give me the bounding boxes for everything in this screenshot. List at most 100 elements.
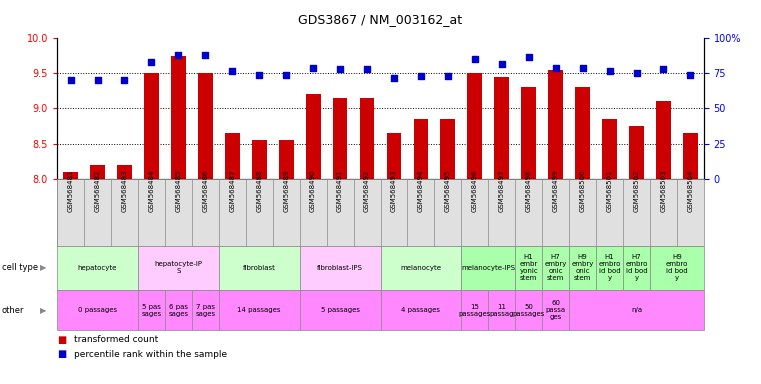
Text: ▶: ▶	[40, 306, 46, 314]
Bar	[144, 73, 159, 179]
Text: 4 passages: 4 passages	[402, 307, 441, 313]
Text: 60
passa
ges: 60 passa ges	[546, 300, 565, 320]
Bar	[441, 119, 455, 179]
Point	[307, 65, 319, 71]
Text: n/a: n/a	[631, 307, 642, 313]
Text: 14 passages: 14 passages	[237, 307, 281, 313]
Text: H9
embro
id bod
y: H9 embro id bod y	[666, 254, 688, 281]
Text: GSM568491: GSM568491	[337, 170, 343, 212]
Bar	[333, 98, 348, 179]
Text: 0 passages: 0 passages	[78, 307, 117, 313]
Text: GDS3867 / NM_003162_at: GDS3867 / NM_003162_at	[298, 13, 463, 26]
Point	[469, 56, 481, 63]
Bar	[63, 172, 78, 179]
Text: GSM568495: GSM568495	[445, 170, 451, 212]
Text: GSM568504: GSM568504	[687, 170, 693, 212]
Text: GSM568487: GSM568487	[229, 170, 235, 212]
Text: ■: ■	[57, 335, 66, 345]
Text: 7 pas
sages: 7 pas sages	[196, 304, 215, 316]
Text: GSM568488: GSM568488	[256, 170, 263, 212]
Bar	[495, 77, 509, 179]
Text: GSM568481: GSM568481	[68, 170, 74, 212]
Point	[253, 72, 266, 78]
Point	[415, 73, 427, 79]
Text: cell type: cell type	[2, 263, 37, 272]
Bar	[656, 101, 671, 179]
Text: GSM568496: GSM568496	[472, 170, 478, 212]
Point	[495, 61, 508, 67]
Bar	[548, 70, 563, 179]
Text: H7
embro
id bod
y: H7 embro id bod y	[626, 254, 648, 281]
Text: ■: ■	[57, 349, 66, 359]
Text: GSM568494: GSM568494	[418, 170, 424, 212]
Point	[658, 66, 670, 72]
Point	[119, 78, 131, 84]
Bar	[575, 88, 590, 179]
Bar	[90, 165, 105, 179]
Text: H1
embro
id bod
y: H1 embro id bod y	[598, 254, 621, 281]
Text: GSM568501: GSM568501	[607, 170, 613, 212]
Text: GSM568485: GSM568485	[175, 170, 181, 212]
Point	[226, 68, 238, 74]
Text: GSM568492: GSM568492	[364, 170, 370, 212]
Point	[280, 72, 292, 78]
Point	[65, 78, 77, 84]
Text: transformed count: transformed count	[74, 335, 158, 344]
Text: 5 pas
sages: 5 pas sages	[142, 304, 161, 316]
Text: GSM568503: GSM568503	[661, 170, 667, 212]
Point	[442, 73, 454, 79]
Text: ▶: ▶	[40, 263, 46, 272]
Text: GSM568497: GSM568497	[498, 170, 505, 212]
Text: 50
passages: 50 passages	[513, 304, 545, 316]
Text: GSM568490: GSM568490	[310, 170, 316, 212]
Bar	[171, 56, 186, 179]
Point	[577, 65, 589, 71]
Point	[630, 70, 642, 76]
Bar	[602, 119, 617, 179]
Text: 11
passag: 11 passag	[489, 304, 514, 316]
Bar	[224, 133, 240, 179]
Bar	[306, 94, 320, 179]
Text: GSM568498: GSM568498	[526, 170, 532, 212]
Text: 6 pas
sages: 6 pas sages	[168, 304, 189, 316]
Text: GSM568493: GSM568493	[391, 170, 397, 212]
Bar	[360, 98, 374, 179]
Bar	[683, 133, 698, 179]
Point	[523, 53, 535, 60]
Point	[549, 65, 562, 71]
Text: GSM568484: GSM568484	[148, 170, 154, 212]
Text: GSM568500: GSM568500	[580, 170, 586, 212]
Text: fibroblast-IPS: fibroblast-IPS	[317, 265, 363, 271]
Text: GSM568502: GSM568502	[634, 170, 639, 212]
Text: GSM568489: GSM568489	[283, 170, 289, 212]
Text: hepatocyte-iP
S: hepatocyte-iP S	[154, 262, 202, 274]
Point	[91, 78, 103, 84]
Text: melanocyte: melanocyte	[400, 265, 441, 271]
Text: melanocyte-IPS: melanocyte-IPS	[461, 265, 515, 271]
Text: other: other	[2, 306, 24, 314]
Text: GSM568486: GSM568486	[202, 170, 209, 212]
Point	[145, 59, 158, 65]
Text: H9
embry
onic
stem: H9 embry onic stem	[572, 254, 594, 281]
Bar	[117, 165, 132, 179]
Bar	[629, 126, 644, 179]
Point	[684, 72, 696, 78]
Bar	[198, 73, 213, 179]
Text: H1
embr
yonic
stem: H1 embr yonic stem	[519, 254, 538, 281]
Text: percentile rank within the sample: percentile rank within the sample	[74, 350, 227, 359]
Point	[361, 66, 373, 72]
Text: GSM568482: GSM568482	[94, 170, 100, 212]
Bar	[279, 140, 294, 179]
Bar	[467, 73, 482, 179]
Text: 15
passages: 15 passages	[459, 304, 491, 316]
Point	[199, 52, 212, 58]
Text: H7
embry
onic
stem: H7 embry onic stem	[545, 254, 567, 281]
Point	[334, 66, 346, 72]
Bar	[413, 119, 428, 179]
Bar	[387, 133, 401, 179]
Text: hepatocyte: hepatocyte	[78, 265, 117, 271]
Point	[603, 68, 616, 74]
Point	[172, 52, 184, 58]
Text: GSM568483: GSM568483	[122, 170, 127, 212]
Point	[388, 74, 400, 81]
